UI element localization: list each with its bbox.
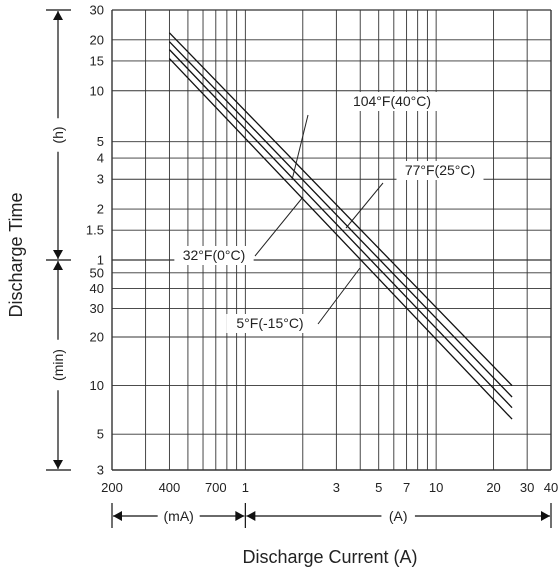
y-tick-label: 2 — [97, 202, 104, 217]
y-tick-label: 10 — [90, 378, 104, 393]
x-unit-range-label: (A) — [389, 508, 408, 524]
x-tick-label: 20 — [486, 480, 500, 495]
y-tick-label: 3 — [97, 172, 104, 187]
annotation-leader — [345, 182, 384, 229]
arrow-head — [235, 511, 245, 521]
y-tick-label: 40 — [90, 281, 104, 296]
x-tick-label: 5 — [375, 480, 382, 495]
arrow-head — [246, 511, 256, 521]
y-tick-label: 3 — [97, 463, 104, 478]
x-axis-title: Discharge Current (A) — [242, 547, 417, 567]
series-label: 104°F(40°C) — [353, 93, 431, 109]
series-lines — [168, 32, 513, 420]
series-line — [168, 49, 513, 409]
x-tick-label: 3 — [333, 480, 340, 495]
x-tick-label: 7 — [403, 480, 410, 495]
y-tick-label: 1 — [97, 253, 104, 268]
arrow-head — [53, 261, 63, 270]
series-label: 77°F(25°C) — [405, 162, 475, 178]
y-tick-label: 15 — [90, 53, 104, 68]
tick-labels: 200 400 700 1 3 5 7 10 20 30 403020151054321.51504… — [86, 3, 558, 496]
x-tick-label: 10 — [429, 480, 443, 495]
y-tick-label: 5 — [97, 427, 104, 442]
series-annotations: 104°F(40°C) 77°F(25°C) 32°F(0°C) 5°F(-15°C) — [174, 92, 484, 333]
annotation-leader — [291, 114, 309, 181]
y-tick-label: 20 — [90, 330, 104, 345]
y-tick-label: 30 — [90, 301, 104, 316]
arrow-head — [113, 511, 122, 521]
annotation-leader — [254, 196, 304, 257]
y-tick-label: 4 — [97, 151, 104, 166]
x-tick-label: 40 — [544, 480, 558, 495]
range-label-backdrop — [48, 118, 68, 152]
y-tick-label: 50 — [90, 265, 104, 280]
y-tick-label: 20 — [90, 32, 104, 47]
y-tick-label: 5 — [97, 134, 104, 149]
y-unit-range-label: (h) — [50, 126, 66, 143]
annotation-leader — [317, 267, 361, 325]
y-axis-title: Discharge Time — [6, 192, 26, 317]
unit-arrows: (mA) (A) (h) (min) — [46, 9, 552, 528]
annotation-backdrop — [226, 314, 314, 333]
x-tick-label: 30 — [520, 480, 534, 495]
range-label-backdrop — [381, 506, 415, 526]
y-tick-label: 10 — [90, 83, 104, 98]
annotation-backdrop — [344, 92, 440, 111]
arrow-head — [53, 460, 63, 469]
series-label: 32°F(0°C) — [183, 247, 246, 263]
x-tick-label: 700 — [205, 480, 227, 495]
x-tick-label: 400 — [159, 480, 181, 495]
range-label-backdrop — [48, 339, 68, 391]
series-label: 5°F(-15°C) — [236, 315, 303, 331]
y-unit-range-label: (min) — [50, 349, 66, 381]
x-unit-range-label: (mA) — [164, 508, 194, 524]
annotation-backdrop — [396, 161, 484, 180]
x-tick-label: 200 — [101, 480, 123, 495]
arrow-head — [53, 250, 63, 259]
y-tick-label: 30 — [90, 3, 104, 18]
series-line — [168, 41, 513, 398]
grid — [111, 9, 552, 471]
series-line — [168, 58, 513, 420]
arrow-head — [53, 11, 63, 20]
y-tick-label: 1.5 — [86, 223, 104, 238]
range-label-backdrop — [157, 506, 200, 526]
x-tick-label: 1 — [242, 480, 249, 495]
series-line — [168, 32, 513, 387]
annotation-backdrop — [174, 246, 254, 265]
arrow-head — [541, 511, 550, 521]
